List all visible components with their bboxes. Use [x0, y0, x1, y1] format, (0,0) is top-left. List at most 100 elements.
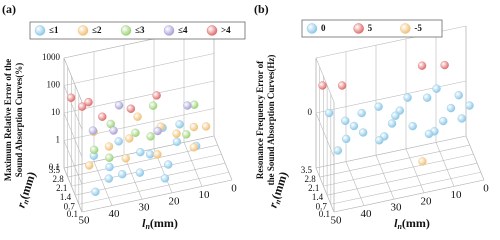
- x-axis-label-subscript: n: [397, 222, 402, 231]
- grid-line: [123, 155, 143, 200]
- figure: 504030201000.10.71.42.12.83.50.111010010…: [2, 2, 489, 231]
- data-point: [175, 120, 184, 129]
- z-tick-label: 10: [51, 107, 61, 117]
- data-point: [183, 101, 192, 110]
- data-point: [135, 168, 145, 177]
- data-point: [465, 101, 474, 110]
- data-point: [341, 116, 350, 126]
- panel-label: (a): [2, 2, 16, 16]
- grid-line: [63, 57, 83, 103]
- data-point: [408, 121, 417, 131]
- x-tick-label: 30: [139, 202, 151, 214]
- legend-marker: [77, 25, 89, 36]
- y-axis-label-subscript: n: [21, 198, 31, 206]
- y-tick-label: 2.8: [52, 174, 64, 184]
- x-tick-label: 10: [199, 189, 211, 201]
- grid-line: [345, 161, 365, 206]
- data-point: [85, 161, 94, 170]
- data-point: [126, 104, 136, 113]
- data-point: [446, 103, 456, 113]
- data-point: [172, 137, 182, 146]
- data-point: [439, 116, 448, 126]
- data-point: [440, 60, 449, 70]
- data-point: [66, 93, 76, 102]
- data-point: [454, 91, 463, 100]
- data-point: [148, 101, 158, 110]
- grid-line: [63, 140, 83, 185]
- x-axis-label-symbol: l: [394, 216, 398, 230]
- data-point: [160, 174, 170, 183]
- grid-line: [63, 80, 215, 114]
- data-point: [457, 114, 466, 123]
- data-point: [189, 122, 199, 132]
- y-tick-label: 0.7: [316, 201, 328, 211]
- x-tick-label: 0: [483, 183, 489, 195]
- legend-label: 5: [368, 23, 373, 33]
- x-axis-label-unit: (mm): [150, 216, 178, 230]
- legend-label: -5: [414, 23, 422, 33]
- z-tick-label: 1000: [42, 52, 61, 62]
- grid-line: [75, 162, 226, 196]
- data-point: [375, 136, 384, 145]
- grid-line: [213, 135, 233, 181]
- y-tick-label: 1.4: [312, 192, 324, 202]
- x-tick-label: 40: [361, 208, 373, 220]
- data-point: [318, 81, 327, 90]
- grid-line: [63, 167, 83, 213]
- legend-label: 0: [321, 23, 326, 33]
- y-tick-label: 3.5: [49, 165, 61, 175]
- data-point: [164, 160, 173, 169]
- data-point: [422, 93, 432, 102]
- legend-marker: [163, 25, 175, 36]
- x-tick-label: 30: [391, 202, 403, 214]
- legend-marker: [353, 23, 364, 34]
- data-point: [391, 111, 400, 120]
- x-tick-label: 40: [109, 208, 121, 220]
- x-axis-label-subscript: n: [145, 222, 150, 231]
- data-point: [374, 102, 383, 111]
- legend-marker: [306, 23, 318, 34]
- data-point: [333, 146, 343, 155]
- panel-label: (b): [254, 2, 269, 16]
- y-axis-label-subscript: n: [273, 198, 283, 206]
- data-point: [324, 108, 334, 118]
- data-point: [182, 130, 191, 139]
- z-tick-label: 1: [56, 135, 61, 145]
- data-point: [118, 169, 127, 179]
- grid-line: [315, 135, 467, 169]
- grid-line: [375, 155, 395, 200]
- z-tick-label: 0: [308, 107, 313, 117]
- legend-label: >4: [221, 25, 231, 35]
- y-axis-label-symbol: r: [265, 200, 280, 209]
- data-point: [109, 126, 118, 135]
- y-tick-label: 2.8: [304, 174, 316, 184]
- data-point: [424, 129, 434, 139]
- data-point: [114, 137, 123, 146]
- z-axis-label: Resonance Frequency Error of: [255, 60, 265, 179]
- data-point: [201, 122, 211, 131]
- z-tick-label: 0.1: [49, 162, 60, 172]
- grid-line: [323, 153, 474, 187]
- data-point: [145, 150, 155, 159]
- data-point: [77, 102, 87, 111]
- y-axis-label-symbol: r: [13, 200, 28, 209]
- z-axis-label: Maximum Relative Error of the: [3, 59, 13, 181]
- data-point: [418, 157, 427, 166]
- data-point: [387, 119, 397, 128]
- x-axis-label-symbol: l: [142, 216, 146, 230]
- grid-line: [435, 142, 455, 187]
- x-tick-label: 20: [169, 195, 181, 207]
- z-axis-label: the Sound Absorption Curves(Hz): [266, 55, 276, 186]
- grid-line: [405, 148, 425, 193]
- legend-label: ≤4: [178, 25, 188, 35]
- grid-line: [183, 142, 203, 187]
- data-point: [98, 112, 107, 121]
- legend-label: ≤2: [92, 25, 102, 35]
- grid-line: [465, 135, 485, 181]
- x-axis-label: ln(mm): [142, 216, 178, 231]
- data-point: [136, 147, 145, 157]
- data-point: [133, 112, 142, 121]
- legend-marker: [120, 25, 132, 36]
- data-point: [337, 81, 347, 90]
- y-tick-label: 2.1: [308, 183, 319, 193]
